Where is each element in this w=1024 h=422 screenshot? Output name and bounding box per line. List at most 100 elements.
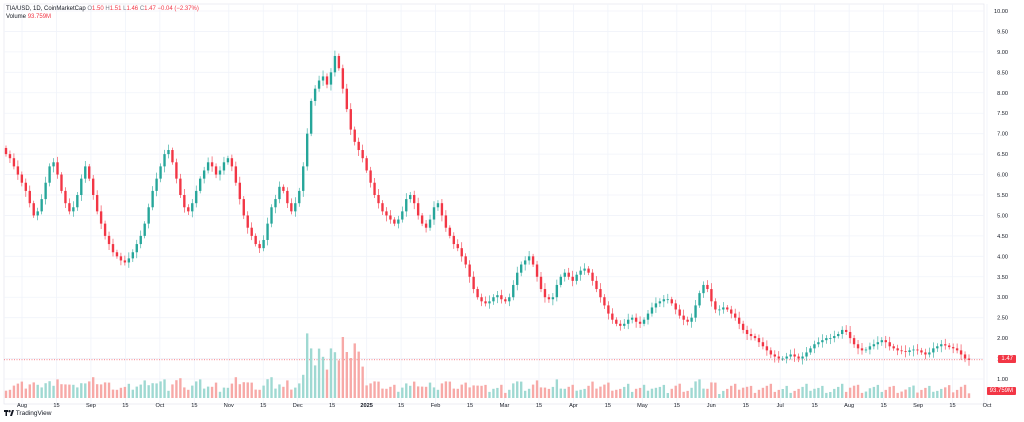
candle-body (309, 100, 313, 134)
volume-bar (191, 385, 194, 398)
volume-bar (460, 384, 463, 398)
y-tick-label: 5.00 (997, 213, 1008, 219)
candle-body (183, 195, 186, 208)
volume-bar (60, 384, 63, 398)
candle-body (123, 260, 127, 263)
candle-body (147, 207, 150, 224)
x-tick-label: 15 (260, 403, 266, 409)
volume-bar (733, 383, 737, 398)
volume-bar (206, 386, 210, 398)
candle-body (480, 297, 483, 302)
candle-body (920, 350, 923, 353)
x-tick-label: 15 (53, 403, 59, 409)
volume-bar (523, 390, 527, 398)
candle-body (401, 211, 404, 220)
candle-body (623, 323, 626, 326)
volume-bar (805, 383, 808, 398)
candle-body (341, 68, 345, 89)
candle-body (551, 297, 555, 300)
volume-bar (488, 391, 491, 398)
y-tick-label: 1.00 (997, 377, 1008, 383)
candle-body (266, 223, 269, 240)
volume-bar (44, 383, 47, 398)
volume-bar (753, 392, 757, 398)
volume-bar (40, 387, 43, 398)
volume-bar (278, 384, 281, 398)
candle-body (936, 346, 939, 349)
candle-body (24, 182, 28, 191)
candle-body (472, 276, 475, 290)
volume-bar (282, 386, 285, 398)
candle-body (947, 345, 951, 348)
candle-body (91, 178, 95, 195)
volume-bar (151, 383, 154, 398)
volume-bar (496, 387, 499, 398)
volume-bar (123, 386, 127, 398)
volume-bar (416, 386, 420, 398)
candle-body (274, 199, 277, 208)
volume-label[interactable]: Volume (6, 14, 27, 20)
volume-bar (337, 360, 341, 398)
volume-bar (448, 381, 452, 398)
volume-bar (793, 390, 796, 398)
symbol-label[interactable]: TIA/USD, 1D, CoinMarketCap (6, 6, 86, 12)
volume-bar (111, 389, 115, 398)
candle-body (76, 195, 79, 208)
candle-body (389, 215, 392, 220)
volume-bar (353, 343, 356, 398)
candle-body (967, 358, 971, 360)
volume-bar (107, 382, 111, 398)
candle-body (527, 256, 531, 261)
volume-bar (757, 389, 761, 398)
candle-body (302, 166, 305, 191)
volume-bar (844, 391, 848, 398)
volume-bar (741, 387, 745, 398)
candle-body (191, 203, 194, 212)
volume-bar (702, 388, 705, 398)
plot-frame (3, 3, 985, 405)
candle-body (567, 272, 570, 277)
volume-bar (345, 352, 349, 398)
volume-bar (210, 386, 214, 398)
x-tick-label: Apr (569, 403, 578, 409)
volume-bar (258, 389, 261, 398)
candle-body (634, 317, 638, 322)
volume-bar (912, 385, 915, 398)
candle-body (880, 340, 884, 343)
candle-body (516, 272, 519, 285)
candle-body (424, 223, 428, 228)
volume-bar (214, 382, 218, 398)
volume-bar (167, 390, 170, 398)
volume-bar (595, 388, 598, 398)
candle-body (440, 203, 444, 216)
candle-body (246, 215, 249, 228)
candle-body (436, 203, 440, 208)
candle-body (48, 166, 51, 183)
y-tick-label: 2.00 (997, 336, 1008, 342)
volume-bar (698, 379, 701, 398)
y-tick-label: 6.00 (997, 173, 1008, 179)
volume-bar (91, 377, 95, 398)
candle-body (535, 264, 539, 277)
candle-body (587, 268, 590, 273)
volume-bar (837, 386, 840, 398)
volume-bar (234, 377, 238, 398)
candle-body (103, 223, 107, 236)
volume-bar (254, 389, 257, 398)
volume-bar (48, 381, 51, 398)
volume-bar (630, 391, 634, 398)
candle-body (64, 190, 67, 204)
candle-body (416, 203, 420, 216)
volume-bar (761, 387, 765, 398)
volume-bar (531, 384, 535, 398)
candle-body (198, 178, 202, 191)
candle-body (329, 72, 333, 85)
volume-bar (76, 387, 79, 398)
volume-bar (246, 382, 249, 398)
x-tick-label: 15 (122, 403, 128, 409)
tradingview-logo[interactable]: TradingView (4, 410, 51, 418)
candle-body (856, 344, 860, 349)
volume-bar (325, 369, 329, 398)
volume-bar (599, 386, 602, 398)
